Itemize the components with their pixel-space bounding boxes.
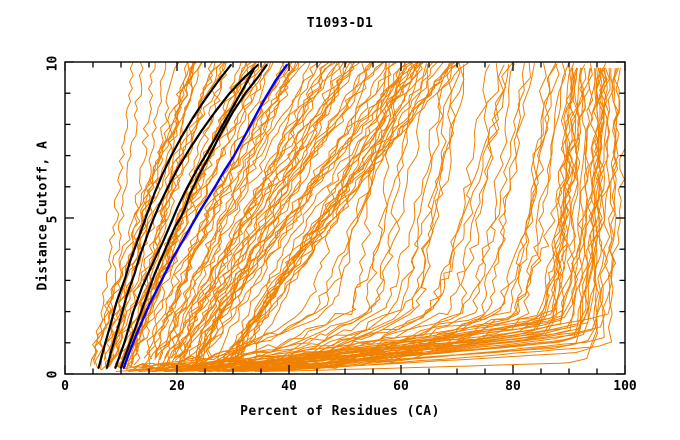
- x-axis-label: Percent of Residues (CA): [240, 404, 440, 419]
- orange-curve: [259, 67, 621, 372]
- orange-curve: [236, 62, 469, 365]
- orange-curve: [206, 62, 422, 359]
- blue-curve: [122, 63, 288, 369]
- x-tick-label-60: 60: [393, 379, 409, 394]
- orange-curve: [167, 62, 297, 363]
- orange-curve: [218, 62, 411, 361]
- orange-curve: [235, 63, 525, 370]
- orange-curve: [108, 62, 216, 366]
- orange-curve: [178, 62, 351, 359]
- orange-curve: [234, 62, 433, 359]
- axes-frame: [64, 61, 626, 375]
- orange-curve: [195, 64, 490, 368]
- series-group-black: [97, 64, 268, 369]
- orange-curve: [198, 67, 594, 372]
- orange-curve: [195, 63, 513, 369]
- orange-curve: [106, 62, 167, 365]
- orange-curve: [239, 67, 606, 372]
- orange-curve: [127, 62, 256, 367]
- orange-curve: [235, 63, 547, 370]
- orange-curve: [174, 62, 340, 368]
- orange-curve: [93, 62, 190, 361]
- x-tick-label-100: 100: [613, 379, 637, 394]
- x-tick-label-40: 40: [281, 379, 297, 394]
- orange-curve: [216, 63, 535, 368]
- orange-curve: [134, 62, 247, 366]
- orange-curve: [225, 62, 418, 369]
- orange-curve: [132, 62, 269, 365]
- orange-curve: [148, 62, 271, 368]
- orange-curve: [192, 62, 354, 365]
- orange-curve: [174, 67, 591, 372]
- orange-curve: [190, 62, 383, 365]
- orange-curve: [171, 62, 355, 359]
- orange-curve: [164, 67, 584, 372]
- black-curve: [114, 67, 256, 369]
- orange-curve: [152, 67, 579, 372]
- orange-curve: [183, 62, 360, 365]
- orange-curve: [165, 67, 597, 372]
- orange-curve: [99, 62, 144, 370]
- orange-curve: [146, 62, 300, 360]
- orange-curve: [154, 62, 285, 357]
- orange-curve: [141, 63, 387, 371]
- orange-curve: [225, 67, 608, 372]
- x-tick-label-80: 80: [505, 379, 521, 394]
- orange-curve: [223, 62, 422, 363]
- orange-curve: [120, 62, 188, 365]
- orange-curve: [104, 62, 156, 370]
- orange-curve: [259, 67, 619, 372]
- orange-curve: [164, 62, 329, 359]
- orange-curve: [155, 62, 293, 359]
- orange-curve: [257, 67, 620, 372]
- black-curve: [97, 64, 232, 369]
- series-group-blue: [122, 63, 288, 369]
- orange-curve: [208, 67, 605, 372]
- series-group-orange: [90, 62, 626, 372]
- x-tick-label-20: 20: [169, 379, 185, 394]
- x-tick-label-0: 0: [61, 379, 69, 394]
- orange-curve: [154, 62, 319, 359]
- black-curve: [119, 64, 268, 369]
- orange-curve: [195, 62, 384, 358]
- orange-curve: [222, 67, 602, 372]
- orange-curve: [124, 63, 390, 371]
- orange-curve: [170, 62, 311, 368]
- black-curve: [105, 64, 259, 369]
- orange-curve: [176, 62, 338, 368]
- orange-curve: [90, 62, 134, 367]
- orange-curve: [179, 62, 336, 362]
- orange-curve: [208, 67, 603, 372]
- orange-curve: [179, 67, 597, 372]
- page-title: T1093-D1: [306, 16, 374, 31]
- orange-curve: [126, 63, 406, 369]
- orange-curve: [166, 67, 578, 372]
- orange-curve: [227, 62, 424, 361]
- orange-curve: [103, 62, 197, 360]
- orange-curve: [139, 63, 403, 367]
